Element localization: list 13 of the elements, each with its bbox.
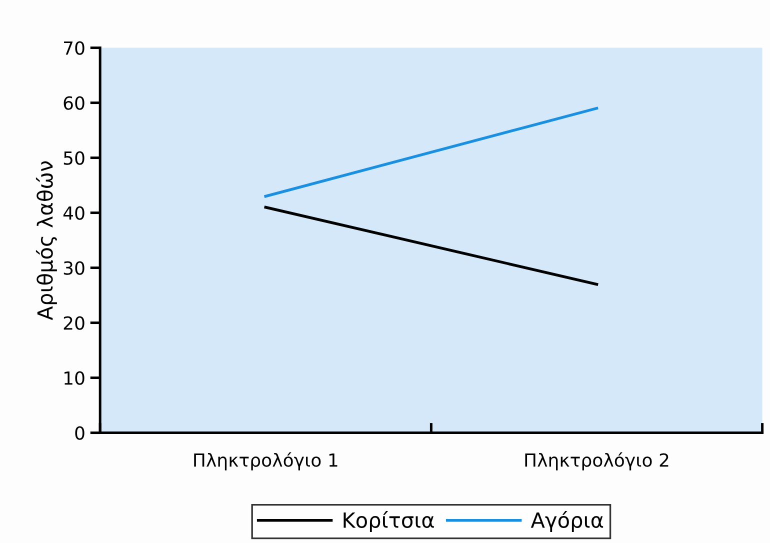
y-tick-label: 50	[64, 151, 84, 165]
y-tick-label: 30	[64, 261, 84, 275]
y-tick-label: 60	[64, 96, 84, 110]
y-tick-label: 0	[75, 426, 84, 440]
y-axis-title: Αριθμός λαθών	[36, 161, 57, 320]
y-tick-label: 40	[63, 206, 84, 220]
x-tick-label: Πληκτρολόγιο 2	[525, 452, 668, 470]
x-tick-label: Πληκτρολόγιο 1	[194, 452, 338, 470]
legend-label: Κορίτσια	[344, 511, 434, 532]
y-tick-label: 70	[64, 41, 84, 55]
y-tick-label: 20	[64, 316, 84, 330]
y-tick-label: 10	[64, 371, 84, 385]
legend-label: Αγόρια	[530, 511, 604, 532]
